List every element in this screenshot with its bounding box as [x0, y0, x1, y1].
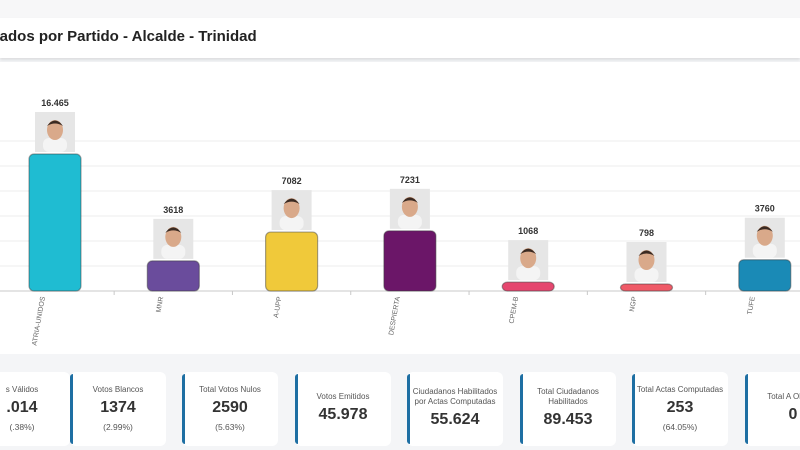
bar-cpem-b	[501, 281, 555, 292]
bar-tufe	[738, 259, 792, 292]
candidate-face	[47, 120, 63, 140]
card-value: 0	[788, 406, 798, 423]
bar-chart-panel: 16.465 ATRIA-UNIDOS 3618 MNR 7082 A-UPP 7231 DE…	[0, 62, 800, 354]
card-ciudadanos-habilitados-actas: Ciudadanos Habilitados por Actas Computa…	[407, 372, 503, 446]
candidate-hair	[401, 197, 418, 203]
card-total-actas-computadas: Total Actas Computadas 253 (64.05%)	[632, 372, 728, 446]
bar-chart: 16.465 ATRIA-UNIDOS 3618 MNR 7082 A-UPP 7231 DE…	[0, 98, 800, 346]
x-tick-label: A-UPP	[273, 296, 284, 319]
x-tick-label: MNR	[156, 296, 166, 313]
candidate-face	[638, 250, 655, 270]
candidate-shirt	[161, 244, 186, 259]
bar-a-upp	[265, 231, 319, 292]
x-tick-label: CPEM-B	[509, 296, 521, 324]
data-label: 798	[639, 228, 654, 238]
data-label: 1068	[518, 226, 538, 236]
candidate-face	[520, 248, 537, 269]
card-label: Total A Observ	[767, 392, 800, 401]
card-percent: (5.63%)	[215, 422, 245, 432]
data-label: 16.465	[41, 98, 69, 108]
data-label: 3618	[163, 205, 183, 215]
candidate-face	[756, 225, 773, 246]
card-percent: (64.05%)	[662, 422, 698, 432]
page-title: sultados por Partido - Alcalde - Trinida…	[0, 28, 257, 45]
data-label: 3760	[755, 204, 775, 214]
card-value: 253	[666, 399, 694, 416]
card-label: Ciudadanos Habilitados por Actas Computa…	[412, 387, 498, 406]
candidate-face	[165, 226, 182, 247]
card-value: .014	[6, 399, 38, 416]
card-total-votos-nulos: Total Votos Nulos 2590 (5.63%)	[182, 372, 278, 446]
card-votos-blancos: Votos Blancos 1374 (2.99%)	[70, 372, 166, 446]
candidate-shirt	[516, 266, 541, 281]
chart-header: sultados por Partido - Alcalde - Trinida…	[0, 18, 800, 58]
card-percent: (2.99%)	[103, 422, 133, 432]
candidate-shirt	[397, 214, 422, 229]
data-label: 7082	[282, 176, 302, 186]
candidate-hair	[165, 227, 182, 233]
summary-cards: s Válidos .014 (.38%) Votos Blancos 1374…	[0, 360, 800, 450]
candidate-shirt	[279, 216, 304, 231]
card-votos-emitidos: Votos Emitidos 45.978	[295, 372, 391, 446]
candidate-hair	[638, 250, 655, 256]
bar-atria-unidos	[28, 153, 82, 292]
bar-mnr	[146, 260, 200, 292]
candidate-hair	[47, 120, 63, 126]
candidate-shirt	[752, 243, 777, 258]
x-tick-label: DESPIERTA	[388, 296, 402, 336]
bar-despierta	[383, 230, 437, 292]
candidate-hair	[756, 226, 773, 232]
card-label: Votos Blancos	[92, 385, 144, 394]
x-tick-label: ATRIA-UNIDOS	[31, 296, 47, 346]
card-value: 2590	[212, 399, 248, 416]
candidate-shirt	[43, 138, 67, 152]
candidate-hair	[520, 248, 537, 255]
bar-ngp	[619, 283, 674, 292]
card-label: Votos Emitidos	[316, 392, 370, 401]
candidate-face	[283, 198, 300, 219]
card-value: 1374	[100, 399, 136, 416]
card-total-ciudadanos-habilitados: Total Ciudadanos Habilitados 89.453	[520, 372, 616, 446]
candidate-face	[401, 196, 418, 217]
card-label: s Válidos	[5, 385, 39, 394]
top-strip	[0, 0, 800, 18]
card-value: 45.978	[318, 406, 368, 423]
card-value: 55.624	[430, 411, 480, 428]
card-value: 89.453	[543, 411, 593, 428]
card-label: Total Actas Computadas	[636, 385, 724, 394]
data-label: 7231	[400, 175, 420, 185]
candidate-hair	[283, 198, 300, 205]
x-tick-label: NGP	[629, 296, 639, 312]
card-votos-validos: s Válidos .014 (.38%)	[0, 372, 70, 446]
card-label: Total Ciudadanos Habilitados	[537, 387, 599, 406]
card-percent: (.38%)	[9, 422, 35, 432]
card-total-actas-observadas: Total A Observ 0	[745, 372, 800, 446]
card-label: Total Votos Nulos	[199, 385, 261, 394]
x-tick-label: TUFE	[747, 296, 757, 316]
candidate-shirt	[634, 268, 659, 282]
